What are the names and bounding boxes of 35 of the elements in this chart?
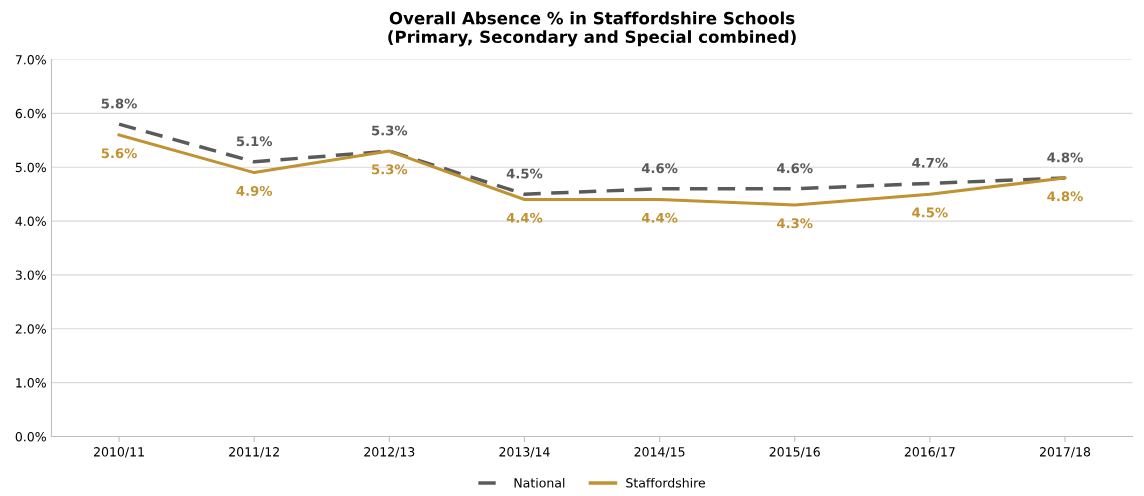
y-tick-label: 7.0% bbox=[15, 54, 46, 65]
chart-title: Overall Absence % in Staffordshire Schools (Primary, Secondary and Special combined) bbox=[388, 11, 796, 47]
data-label: 4.5% bbox=[506, 168, 543, 179]
x-tick-label: 2013/14 bbox=[499, 447, 550, 458]
data-label: 4.3% bbox=[777, 218, 813, 229]
data-label: 5.6% bbox=[101, 148, 137, 159]
x-tick-label: 2014/15 bbox=[634, 447, 685, 458]
data-label: 4.7% bbox=[912, 157, 948, 168]
y-tick-label: 3.0% bbox=[15, 270, 46, 280]
x-tick-label: 2015/16 bbox=[769, 447, 820, 458]
data-label: 4.9% bbox=[236, 185, 273, 196]
data-label: 5.1% bbox=[236, 136, 273, 147]
data-label: 4.4% bbox=[506, 212, 543, 223]
y-tick-label: 1.0% bbox=[16, 378, 46, 388]
y-tick-label: 5.0% bbox=[15, 162, 46, 173]
data-label: 4.4% bbox=[641, 212, 678, 223]
x-tick-label: 2011/12 bbox=[229, 447, 279, 458]
data-label: 5.8% bbox=[101, 98, 137, 109]
y-tick-label: 2.0% bbox=[15, 324, 46, 334]
y-tick-label: 6.0% bbox=[15, 108, 46, 119]
legend-label: Staffordshire bbox=[626, 477, 706, 488]
y-tick-label: 0.0% bbox=[15, 431, 46, 442]
legend-label: National bbox=[514, 477, 565, 488]
data-label: 4.6% bbox=[777, 163, 813, 174]
y-tick-label: 4.0% bbox=[15, 216, 46, 226]
x-tick-label: 2016/17 bbox=[904, 447, 955, 458]
data-label: 4.8% bbox=[1047, 152, 1083, 163]
x-tick-label: 2010/11 bbox=[94, 447, 144, 458]
data-label: 5.3% bbox=[372, 164, 408, 175]
data-label: 5.3% bbox=[372, 125, 408, 136]
data-label: 4.5% bbox=[912, 207, 948, 218]
data-label: 4.6% bbox=[641, 163, 678, 174]
x-tick-label: 2012/13 bbox=[364, 447, 415, 458]
data-label: 4.8% bbox=[1047, 191, 1083, 202]
x-tick-label: 2017/18 bbox=[1039, 447, 1091, 458]
